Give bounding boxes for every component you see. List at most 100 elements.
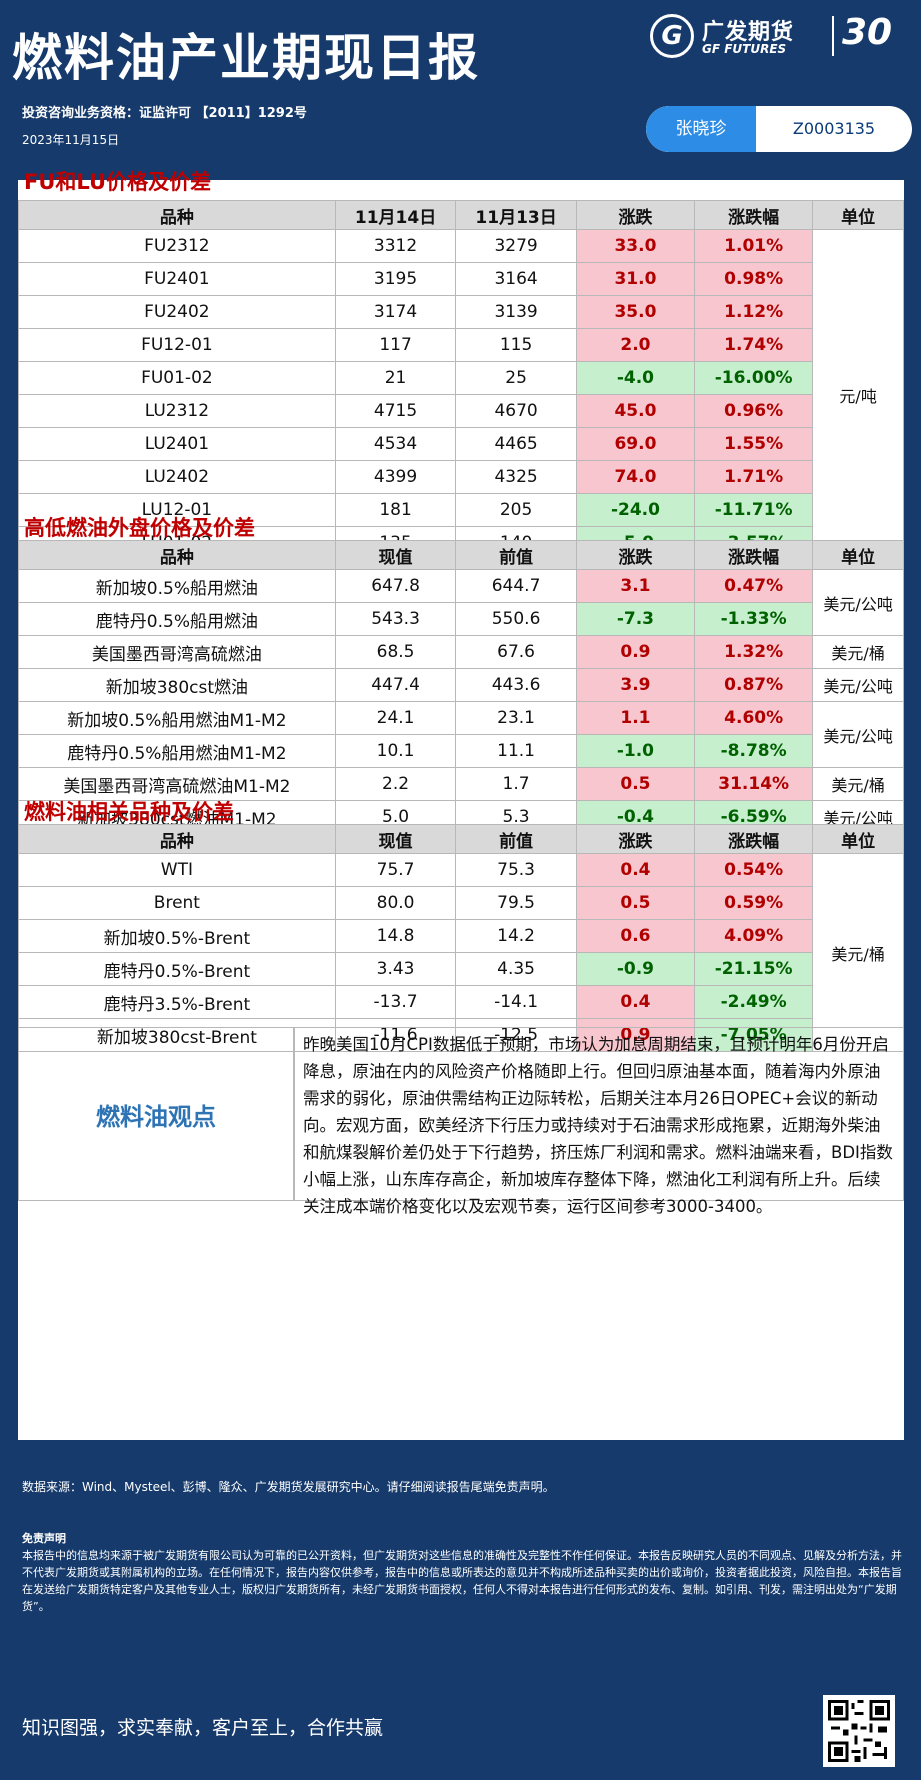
current-value-cell: 647.8	[334, 569, 457, 603]
gf-logo-icon: G	[650, 14, 694, 58]
logo-divider	[832, 16, 834, 56]
current-value-cell: 3174	[334, 295, 457, 329]
product-name-cell: FU2402	[18, 295, 336, 329]
logo-english-name: GF FUTURES	[702, 42, 787, 56]
previous-value-cell: 205	[455, 493, 577, 527]
change-percent-cell: 1.12%	[694, 295, 814, 329]
current-value-cell: 3.43	[334, 952, 457, 986]
section2-title: 高低燃油外盘价格及价差	[24, 516, 255, 540]
content-panel: FU和LU价格及价差 品种 11月14日 11月13日 涨跌 涨跌幅 单位 FU2312 3…	[18, 170, 904, 1440]
current-value-cell: 68.5	[334, 635, 457, 669]
unit-cell: 美元/桶	[812, 767, 904, 801]
previous-value-cell: 67.6	[455, 635, 577, 669]
change-cell: 0.4	[575, 985, 696, 1019]
change-cell: -24.0	[575, 493, 696, 527]
related-products-table: 品种 现值 前值 涨跌 涨跌幅 单位 WTI 75.7 75.3 0.4 0.54% 美元/桶 Bre…	[18, 824, 904, 1052]
current-value-cell: 3312	[334, 229, 457, 263]
current-value-cell: 4534	[334, 427, 457, 461]
logo-chinese-name: 广发期货	[702, 20, 795, 45]
table-row: 鹿特丹0.5%船用燃油 543.3 550.6 -7.3 -1.33%	[18, 602, 904, 636]
unit-cell: 美元/公吨	[812, 668, 904, 702]
unit-cell: 美元/公吨	[812, 701, 904, 768]
table-row: 鹿特丹0.5%船用燃油M1-M2 10.1 11.1 -1.0 -8.78%	[18, 734, 904, 768]
report-date: 2023年11月15日	[22, 133, 120, 147]
change-percent-cell: 1.71%	[694, 460, 814, 494]
change-cell: 31.0	[575, 262, 696, 296]
column-header: 涨跌幅	[694, 200, 814, 230]
current-value-cell: 80.0	[334, 886, 457, 920]
product-name-cell: 鹿特丹0.5%船用燃油	[18, 602, 336, 636]
change-percent-cell: 0.87%	[694, 668, 814, 702]
product-name-cell: 鹿特丹0.5%-Brent	[18, 952, 336, 986]
product-name-cell: 美国墨西哥湾高硫燃油M1-M2	[18, 767, 336, 801]
column-header: 现值	[334, 824, 457, 854]
analyst-name: 张晓珍	[646, 106, 756, 152]
current-value-cell: 14.8	[334, 919, 457, 953]
previous-value-cell: 4.35	[455, 952, 577, 986]
previous-value-cell: 4325	[455, 460, 577, 494]
table-header-row: 品种 11月14日 11月13日 涨跌 涨跌幅 单位	[18, 200, 904, 230]
change-percent-cell: -16.00%	[694, 361, 814, 395]
table-row: 新加坡0.5%船用燃油M1-M2 24.1 23.1 1.1 4.60% 美元/公吨	[18, 701, 904, 768]
column-header: 涨跌	[575, 200, 696, 230]
current-value-cell: 24.1	[334, 701, 457, 735]
change-cell: 45.0	[575, 394, 696, 428]
analyst-code: Z0003135	[792, 119, 876, 138]
change-cell: 0.5	[575, 886, 696, 920]
qualification-text: 投资咨询业务资格：证监许可 【2011】1292号	[22, 106, 307, 121]
change-cell: 0.6	[575, 919, 696, 953]
column-header: 涨跌幅	[694, 824, 814, 854]
table-row: 美国墨西哥湾高硫燃油M1-M2 2.2 1.7 0.5 31.14% 美元/桶	[18, 767, 904, 801]
column-header: 前值	[455, 540, 577, 570]
current-value-cell: 4715	[334, 394, 457, 428]
unit-cell: 美元/桶	[812, 853, 904, 1052]
column-header: 前值	[455, 824, 577, 854]
change-percent-cell: 1.32%	[694, 635, 814, 669]
column-header: 品种	[18, 200, 336, 230]
product-name-cell: 新加坡0.5%-Brent	[18, 919, 336, 953]
current-value-cell: 21	[334, 361, 457, 395]
current-value-cell: 3195	[334, 262, 457, 296]
change-percent-cell: 31.14%	[694, 767, 814, 801]
current-value-cell: 75.7	[334, 853, 457, 887]
product-name-cell: 新加坡380cst燃油	[18, 668, 336, 702]
table-row: 新加坡0.5%船用燃油 647.8 644.7 3.1 0.47% 美元/公吨	[18, 569, 904, 636]
change-cell: 69.0	[575, 427, 696, 461]
change-cell: 33.0	[575, 229, 696, 263]
current-value-cell: -11.6	[334, 1018, 457, 1052]
previous-value-cell: 14.2	[455, 919, 577, 953]
change-percent-cell: 4.60%	[694, 701, 814, 735]
product-name-cell: 鹿特丹3.5%-Brent	[18, 985, 336, 1019]
table-row: WTI 75.7 75.3 0.4 0.54% 美元/桶	[18, 853, 904, 1052]
previous-value-cell: 4465	[455, 427, 577, 461]
product-name-cell: 新加坡380cst-Brent	[18, 1018, 336, 1052]
report-header: 燃料油产业期现日报 投资咨询业务资格：证监许可 【2011】1292号 2023…	[0, 0, 921, 170]
change-percent-cell: -21.15%	[694, 952, 814, 986]
current-value-cell: 543.3	[334, 602, 457, 636]
unit-cell: 元/吨	[812, 229, 904, 560]
change-percent-cell: 1.01%	[694, 229, 814, 263]
table-row: 新加坡380cst-Brent -11.6 -12.5 0.9 -7.05%	[18, 1018, 904, 1052]
previous-value-cell: 79.5	[455, 886, 577, 920]
footer-slogan: 知识图强，求实奉献，客户至上，合作共赢	[22, 1717, 384, 1739]
change-cell: -0.9	[575, 952, 696, 986]
previous-value-cell: 443.6	[455, 668, 577, 702]
product-name-cell: FU01-02	[18, 361, 336, 395]
product-name-cell: WTI	[18, 853, 336, 887]
table-header-row: 品种 现值 前值 涨跌 涨跌幅 单位	[18, 540, 904, 570]
table-row: 美国墨西哥湾高硫燃油 68.5 67.6 0.9 1.32% 美元/桶	[18, 635, 904, 669]
product-name-cell: 鹿特丹0.5%船用燃油M1-M2	[18, 734, 336, 768]
product-name-cell: LU2312	[18, 394, 336, 428]
previous-value-cell: 115	[455, 328, 577, 362]
view-label: 燃料油观点	[18, 1027, 294, 1201]
product-name-cell: 新加坡0.5%船用燃油M1-M2	[18, 701, 336, 735]
table-row: 新加坡0.5%-Brent 14.8 14.2 0.6 4.09%	[18, 919, 904, 953]
current-value-cell: -13.7	[334, 985, 457, 1019]
change-cell: 0.9	[575, 1018, 696, 1052]
change-cell: 0.9	[575, 635, 696, 669]
previous-value-cell: 4670	[455, 394, 577, 428]
change-cell: -4.0	[575, 361, 696, 395]
qr-code-icon	[823, 1695, 895, 1767]
product-name-cell: 新加坡0.5%船用燃油	[18, 569, 336, 603]
overseas-fuel-oil-table: 品种 现值 前值 涨跌 涨跌幅 单位 新加坡0.5%船用燃油 647.8 644.7 3.1 0.…	[18, 540, 904, 834]
